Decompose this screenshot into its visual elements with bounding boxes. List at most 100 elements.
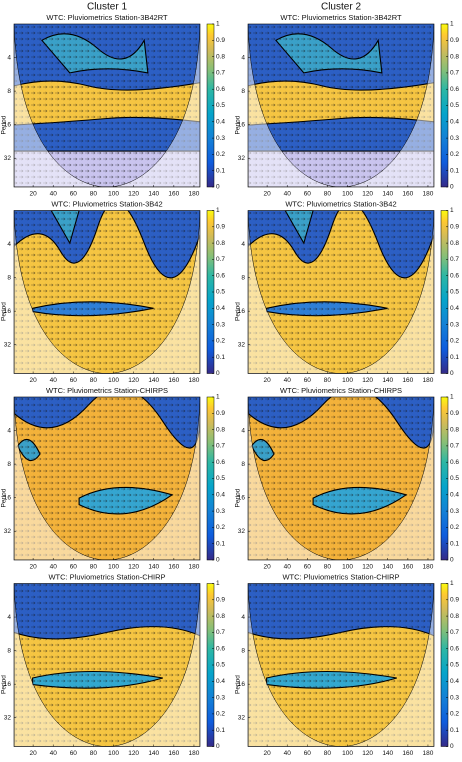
colorbar-tick-label: 0.4 <box>450 492 459 499</box>
colorbar-tick-label: 0.4 <box>450 119 459 126</box>
colorbar-tick-label: 0.5 <box>450 289 459 296</box>
y-tick-label: 8 <box>7 647 11 654</box>
x-tick-label: 180 <box>189 377 200 384</box>
y-tick-label: 16 <box>238 308 246 315</box>
cone-edge <box>248 583 434 747</box>
x-tick-label: 180 <box>423 750 434 757</box>
y-tick-label: 4 <box>241 54 245 61</box>
colorbar-tick-label: 0.9 <box>216 37 225 44</box>
colorbar-tick-label: 0.9 <box>216 597 225 604</box>
y-axis-label: Period <box>235 675 242 694</box>
colorbar-tick-label: 0.7 <box>216 256 225 263</box>
colorbar-tick-label: 0.7 <box>450 443 459 450</box>
cone-edge <box>14 210 200 374</box>
colorbar-tick-label: 0.4 <box>216 678 225 685</box>
chart-title: WTC: Pluviometrics Station-3B42RT <box>46 13 168 22</box>
y-tick-label: 32 <box>4 528 12 535</box>
column-title: Cluster 2 <box>321 2 361 13</box>
plot-frame <box>13 396 201 561</box>
colorbar-tick-label: 0.7 <box>216 443 225 450</box>
x-tick-label: 180 <box>423 564 434 571</box>
colorbar-tick-label: 0.9 <box>216 224 225 231</box>
plot-frame <box>13 23 201 188</box>
colorbar-tick-label: 1 <box>450 207 454 214</box>
colorbar-tick-label: 1 <box>450 580 454 587</box>
x-tick-label: 20 <box>263 564 271 571</box>
colorbar-tick-label: 0.2 <box>450 524 459 531</box>
y-tick-label: 32 <box>4 714 12 721</box>
colorbar-tick-label: 0.4 <box>450 305 459 312</box>
colorbar-tick-label: 0.1 <box>450 167 459 174</box>
x-tick-label: 80 <box>90 750 98 757</box>
x-tick-label: 180 <box>189 750 200 757</box>
y-axis-label: Period <box>1 675 8 694</box>
colorbar-tick-label: 0.1 <box>216 167 225 174</box>
x-tick-label: 80 <box>90 191 98 198</box>
x-tick-label: 80 <box>90 377 98 384</box>
x-tick-label: 160 <box>168 191 179 198</box>
colorbar-tick-label: 1 <box>450 394 454 401</box>
x-tick-label: 40 <box>284 750 292 757</box>
colorbar-tick-label: 0 <box>450 557 454 564</box>
colorbar-tick-label: 0.7 <box>216 629 225 636</box>
x-tick-label: 140 <box>148 750 159 757</box>
colorbar-tick-label: 0.5 <box>216 289 225 296</box>
colorbar-tick-label: 0.3 <box>216 321 225 328</box>
x-tick-label: 60 <box>304 564 312 571</box>
x-tick-label: 60 <box>70 564 78 571</box>
y-axis-label: Period <box>235 302 242 321</box>
colorbar-tick-label: 0.3 <box>216 135 225 142</box>
y-tick-label: 16 <box>4 121 12 128</box>
x-tick-label: 100 <box>342 750 353 757</box>
chart-title: WTC: Pluviometrics Station-CHIRPS <box>46 386 168 395</box>
field <box>248 210 434 374</box>
colorbar-tick-label: 0.6 <box>216 459 225 466</box>
column-title: Cluster 1 <box>87 2 127 13</box>
cone-of-influence <box>248 583 434 747</box>
colorbar-tick-label: 0.8 <box>216 53 225 60</box>
cone-edge <box>14 24 200 187</box>
x-tick-label: 20 <box>263 191 271 198</box>
y-tick-label: 16 <box>4 308 12 315</box>
colorbar-tick-label: 0.8 <box>216 426 225 433</box>
colorbar-tick-label: 0.1 <box>216 727 225 734</box>
x-tick-label: 140 <box>382 564 393 571</box>
y-tick-label: 4 <box>241 427 245 434</box>
y-tick-label: 8 <box>241 461 245 468</box>
x-tick-label: 100 <box>342 191 353 198</box>
x-tick-label: 140 <box>148 191 159 198</box>
colorbar-tick-label: 0.9 <box>450 410 459 417</box>
x-tick-label: 120 <box>128 750 139 757</box>
colorbar-tick-label: 0.5 <box>216 475 225 482</box>
cone-of-influence <box>248 210 434 374</box>
x-tick-label: 100 <box>342 564 353 571</box>
colorbar-tick-label: 0.5 <box>216 102 225 109</box>
x-tick-label: 40 <box>50 191 58 198</box>
y-tick-label: 16 <box>238 121 246 128</box>
plot-frame <box>247 396 435 561</box>
x-tick-label: 40 <box>50 750 58 757</box>
x-tick-label: 160 <box>402 191 413 198</box>
colorbar-tick-label: 0.2 <box>216 711 225 718</box>
x-tick-label: 80 <box>324 564 332 571</box>
x-tick-label: 140 <box>382 377 393 384</box>
y-axis-label: Period <box>1 488 8 507</box>
x-tick-label: 40 <box>284 564 292 571</box>
x-tick-label: 40 <box>50 564 58 571</box>
x-tick-label: 60 <box>70 191 78 198</box>
colorbar-tick-label: 0.2 <box>216 338 225 345</box>
colorbar-tick-label: 0 <box>450 370 454 377</box>
cone-edge <box>14 583 200 747</box>
colorbar-tick-label: 0.7 <box>450 70 459 77</box>
x-tick-label: 180 <box>189 191 200 198</box>
x-tick-label: 160 <box>402 750 413 757</box>
colorbar-tick-label: 0.8 <box>450 613 459 620</box>
colorbar-tick-label: 0.5 <box>450 102 459 109</box>
x-tick-label: 100 <box>108 564 119 571</box>
y-axis-label: Period <box>1 302 8 321</box>
y-tick-label: 32 <box>238 528 246 535</box>
colorbar-tick-label: 0.1 <box>450 727 459 734</box>
x-tick-label: 60 <box>70 377 78 384</box>
colorbar-tick-label: 0.6 <box>450 272 459 279</box>
colorbar-tick-label: 0.5 <box>216 662 225 669</box>
